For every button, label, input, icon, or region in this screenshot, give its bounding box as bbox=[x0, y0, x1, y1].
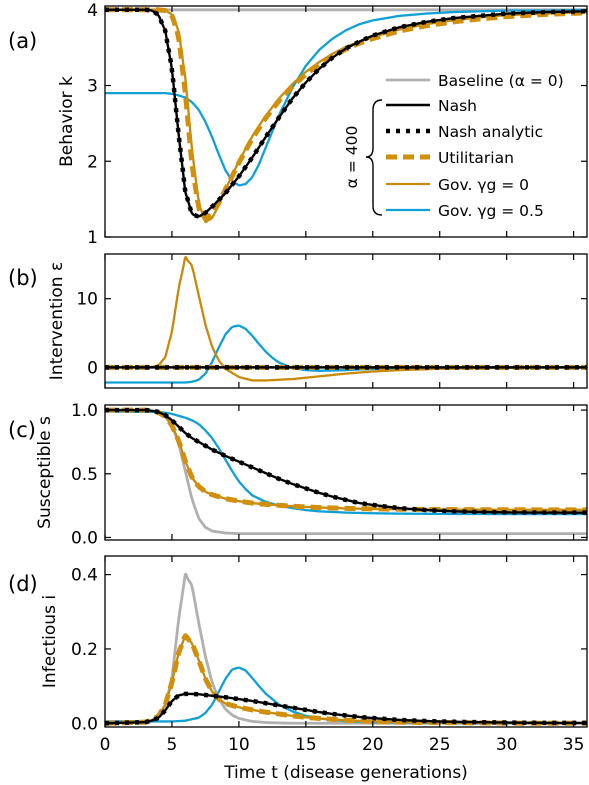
legend-label: Nash analytic bbox=[438, 123, 543, 141]
x-tick-label: 25 bbox=[429, 735, 451, 755]
x-tick-label: 35 bbox=[563, 735, 585, 755]
panel-a-frame bbox=[104, 5, 588, 238]
series-line-nash-analytic-c bbox=[105, 407, 587, 515]
legend-label: Gov. γg = 0 bbox=[438, 176, 529, 194]
panel-c-lines bbox=[105, 407, 587, 536]
y-tick-label: 1 bbox=[87, 228, 98, 248]
legend-label: Gov. γg = 0.5 bbox=[438, 202, 544, 220]
y-tick-label: 0.0 bbox=[71, 714, 98, 734]
panel-a-tag: (a) bbox=[8, 29, 37, 53]
panel-b: 0 10 Intervention ε (b) bbox=[8, 253, 588, 389]
y-tick-label: 0.0 bbox=[71, 528, 98, 548]
y-tick-label: 0.4 bbox=[71, 566, 98, 586]
panels-group: 1 2 3 4 Behavior k (a) 0 10 Intervention ε (b) 0.0… bbox=[8, 1, 588, 755]
panel-d-tag: (d) bbox=[8, 572, 38, 596]
x-tick-label: 30 bbox=[496, 735, 518, 755]
x-tick-label: 10 bbox=[228, 735, 250, 755]
y-tick-label: 0.5 bbox=[71, 465, 98, 485]
legend-label: Utilitarian bbox=[438, 149, 514, 167]
panel-d-frame bbox=[104, 555, 588, 728]
series-line-nash-analytic-a bbox=[105, 7, 587, 219]
series-line-gov-g-0-5-c bbox=[105, 410, 587, 516]
panel-c-tag: (c) bbox=[8, 418, 36, 442]
panel-d-y-axis-label: Infectious i bbox=[40, 595, 60, 688]
y-tick-label: 0.2 bbox=[71, 640, 98, 660]
y-tick-label: 3 bbox=[87, 77, 98, 97]
panel-b-y-axis-label: Intervention ε bbox=[47, 262, 67, 380]
panel-b-tag: (b) bbox=[8, 266, 38, 290]
series-line-utilitarian-c bbox=[105, 407, 587, 513]
legend-item-nash: Nash bbox=[386, 97, 477, 115]
legend-label: Nash bbox=[438, 97, 477, 115]
legend-brace-label: α = 400 bbox=[343, 126, 361, 189]
panel-c: 0.0 0.5 1.0 Susceptible s(c) bbox=[8, 401, 588, 548]
x-tick-label: 5 bbox=[167, 735, 178, 755]
x-tick-label: 0 bbox=[100, 735, 111, 755]
legend-item-utilitarian: Utilitarian bbox=[386, 149, 514, 167]
legend-label: Baseline (α = 0) bbox=[438, 72, 564, 90]
series-line-nash-analytic-d bbox=[105, 691, 587, 726]
panel-d: 0.0 0.2 0.4 Infectious i(d) 0 5 10 15 20 25 30 35 bbox=[8, 555, 588, 755]
x-axis-label: Time t (disease generations) bbox=[223, 763, 468, 783]
legend-brace bbox=[365, 99, 383, 216]
y-tick-label: 2 bbox=[87, 152, 98, 172]
y-tick-label: 0 bbox=[87, 358, 98, 378]
legend-item-gov-g-0: Gov. γg = 0 bbox=[386, 176, 529, 194]
legend-item-gov-g-0-5: Gov. γg = 0.5 bbox=[386, 202, 544, 220]
y-tick-label: 10 bbox=[76, 290, 98, 310]
x-tick-label: 20 bbox=[362, 735, 384, 755]
y-tick-label: 1.0 bbox=[71, 401, 98, 421]
y-tick-label: 4 bbox=[87, 1, 98, 21]
panel-c-frame bbox=[104, 404, 588, 541]
panel-b-lines bbox=[105, 256, 587, 384]
series-line-baseline-0-c bbox=[105, 408, 587, 536]
legend-item-nash-analytic: Nash analytic bbox=[386, 123, 543, 141]
panel-a-y-axis-label: Behavior k bbox=[57, 76, 77, 167]
panel-b-frame bbox=[104, 253, 588, 389]
panel-c-y-axis-label: Susceptible s bbox=[35, 416, 55, 529]
legend-item-baseline-0: Baseline (α = 0) bbox=[386, 72, 564, 90]
panel-a: 1 2 3 4 Behavior k (a) bbox=[8, 1, 588, 248]
x-tick-label: 15 bbox=[295, 735, 317, 755]
legend: Baseline (α = 0) Nash Nash analytic Utilita… bbox=[343, 72, 564, 220]
